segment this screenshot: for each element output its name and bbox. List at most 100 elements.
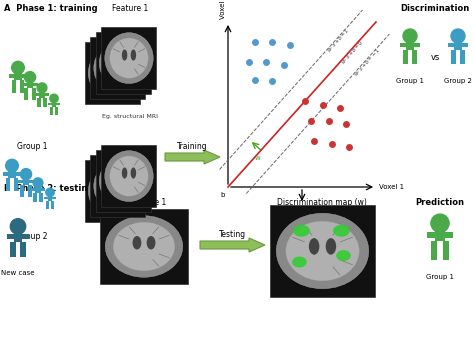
Ellipse shape	[99, 38, 148, 88]
Ellipse shape	[99, 166, 137, 206]
Text: w: w	[254, 155, 260, 161]
Ellipse shape	[94, 161, 142, 212]
FancyBboxPatch shape	[50, 107, 53, 115]
Ellipse shape	[116, 55, 122, 65]
Ellipse shape	[104, 43, 143, 83]
FancyBboxPatch shape	[427, 232, 453, 238]
FancyBboxPatch shape	[96, 150, 151, 212]
Circle shape	[431, 214, 449, 232]
Ellipse shape	[88, 165, 137, 216]
Ellipse shape	[146, 236, 155, 250]
Circle shape	[50, 94, 58, 102]
FancyBboxPatch shape	[33, 193, 36, 202]
Ellipse shape	[133, 236, 141, 250]
FancyBboxPatch shape	[52, 100, 56, 107]
Ellipse shape	[293, 225, 310, 237]
FancyBboxPatch shape	[91, 37, 146, 99]
Text: Discrimination: Discrimination	[401, 4, 470, 13]
Ellipse shape	[125, 55, 131, 65]
Text: Testing: Testing	[219, 230, 246, 239]
FancyBboxPatch shape	[85, 160, 140, 222]
Ellipse shape	[286, 221, 359, 281]
FancyBboxPatch shape	[14, 228, 22, 242]
FancyBboxPatch shape	[412, 50, 417, 64]
Text: $w\cdot x+b=1$: $w\cdot x+b=1$	[325, 26, 351, 54]
Circle shape	[451, 29, 465, 43]
FancyBboxPatch shape	[20, 80, 24, 93]
FancyBboxPatch shape	[7, 234, 29, 239]
FancyBboxPatch shape	[20, 242, 26, 257]
Ellipse shape	[94, 43, 142, 94]
FancyBboxPatch shape	[55, 107, 58, 115]
FancyBboxPatch shape	[27, 186, 32, 197]
Ellipse shape	[105, 33, 153, 83]
Ellipse shape	[105, 182, 111, 194]
Ellipse shape	[113, 222, 175, 271]
Circle shape	[46, 188, 54, 197]
Text: Voxel 2: Voxel 2	[220, 0, 226, 19]
Ellipse shape	[116, 172, 122, 183]
Ellipse shape	[105, 216, 182, 277]
Ellipse shape	[93, 53, 132, 93]
FancyBboxPatch shape	[460, 50, 465, 64]
FancyBboxPatch shape	[39, 89, 45, 98]
Ellipse shape	[114, 64, 119, 75]
FancyBboxPatch shape	[9, 168, 16, 178]
FancyBboxPatch shape	[431, 241, 438, 260]
FancyBboxPatch shape	[9, 74, 27, 77]
Ellipse shape	[333, 225, 350, 237]
FancyBboxPatch shape	[435, 226, 445, 241]
Text: $w\cdot x+b=0$: $w\cdot x+b=0$	[338, 38, 365, 66]
Text: Feature 1: Feature 1	[112, 4, 148, 13]
FancyBboxPatch shape	[27, 79, 33, 88]
Text: Discrimination map (w): Discrimination map (w)	[277, 198, 367, 207]
Ellipse shape	[326, 238, 336, 255]
FancyArrow shape	[200, 238, 265, 252]
FancyBboxPatch shape	[100, 209, 188, 284]
FancyBboxPatch shape	[10, 242, 16, 257]
Text: Training: Training	[177, 142, 208, 151]
FancyBboxPatch shape	[14, 178, 18, 191]
Ellipse shape	[105, 151, 153, 202]
Ellipse shape	[122, 49, 128, 61]
FancyBboxPatch shape	[31, 188, 45, 190]
FancyBboxPatch shape	[91, 155, 146, 217]
FancyBboxPatch shape	[101, 145, 156, 207]
Text: Feature 1: Feature 1	[130, 198, 166, 207]
FancyBboxPatch shape	[270, 205, 375, 297]
Ellipse shape	[131, 168, 136, 178]
FancyBboxPatch shape	[22, 83, 38, 86]
FancyBboxPatch shape	[406, 38, 414, 50]
FancyBboxPatch shape	[44, 98, 47, 107]
Ellipse shape	[276, 213, 369, 289]
Ellipse shape	[111, 177, 116, 189]
FancyBboxPatch shape	[101, 27, 156, 89]
FancyBboxPatch shape	[12, 80, 16, 93]
FancyBboxPatch shape	[6, 178, 10, 191]
Text: Group 1: Group 1	[17, 142, 47, 151]
Ellipse shape	[88, 48, 137, 99]
FancyBboxPatch shape	[20, 186, 24, 197]
Circle shape	[24, 71, 36, 83]
Circle shape	[403, 29, 417, 43]
FancyBboxPatch shape	[14, 69, 22, 80]
FancyBboxPatch shape	[23, 176, 29, 186]
Text: New case: New case	[1, 270, 35, 276]
FancyArrow shape	[165, 150, 220, 164]
Ellipse shape	[131, 49, 136, 61]
FancyBboxPatch shape	[85, 42, 140, 104]
Circle shape	[10, 219, 26, 234]
Ellipse shape	[93, 171, 132, 211]
Text: Group 1: Group 1	[426, 274, 454, 280]
FancyBboxPatch shape	[46, 201, 49, 209]
Circle shape	[20, 169, 32, 180]
Ellipse shape	[119, 59, 125, 70]
Ellipse shape	[99, 156, 148, 207]
Text: Group 1: Group 1	[396, 78, 424, 84]
Text: Group 2: Group 2	[17, 232, 47, 241]
FancyBboxPatch shape	[32, 88, 36, 100]
Circle shape	[12, 61, 24, 74]
FancyBboxPatch shape	[403, 50, 408, 64]
Ellipse shape	[99, 48, 137, 88]
Text: B  Phase 2: testing: B Phase 2: testing	[4, 184, 93, 193]
